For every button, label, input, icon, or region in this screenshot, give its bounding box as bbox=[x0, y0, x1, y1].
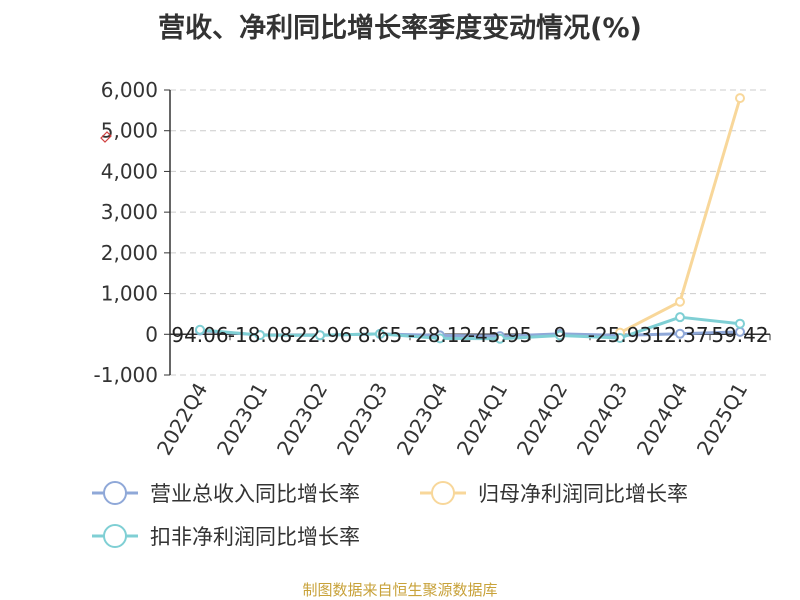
y-tick-label: 3,000 bbox=[101, 200, 158, 224]
chart-title: 营收、净利同比增长率季度变动情况(%) bbox=[158, 13, 642, 44]
x-tick-label: 2023Q1 bbox=[212, 379, 272, 460]
data-point bbox=[735, 93, 745, 104]
legend-label: 归母净利润同比增长率 bbox=[478, 482, 688, 506]
legend-marker-icon bbox=[103, 481, 127, 505]
data-point bbox=[375, 328, 385, 339]
x-tick-label: 2023Q3 bbox=[332, 379, 392, 460]
data-point bbox=[435, 333, 445, 344]
x-tick-label: 2022Q4 bbox=[152, 379, 212, 460]
data-labels: 94.06 -18.08-22.96 8.65 -28.12-45.95 9 -25.93… bbox=[171, 323, 768, 347]
data-label: -22.96 bbox=[288, 323, 352, 347]
legend-marker-icon bbox=[431, 481, 455, 505]
data-label: -18.08 bbox=[228, 323, 292, 347]
data-label: 9 bbox=[554, 323, 567, 347]
data-point bbox=[675, 312, 685, 323]
data-point bbox=[195, 324, 205, 335]
data-label: 94.06 bbox=[171, 323, 228, 347]
data-label: 59.42 bbox=[711, 323, 768, 347]
data-point bbox=[675, 296, 685, 307]
y-tick-label: 4,000 bbox=[101, 159, 158, 183]
legend-label: 营业总收入同比增长率 bbox=[150, 482, 360, 506]
data-label: -45.95 bbox=[468, 323, 532, 347]
data-point bbox=[675, 328, 685, 339]
y-tick-label: -1,000 bbox=[94, 363, 158, 387]
y-axis-ticks: 6,000 5,000 4,000 3,000 2,000 1,000 0 -1,000 bbox=[94, 78, 158, 387]
legend-item: 营业总收入同比增长率 bbox=[92, 481, 360, 506]
x-tick-label: 2024Q1 bbox=[452, 379, 512, 460]
data-label: -25.93 bbox=[588, 323, 652, 347]
data-point bbox=[615, 332, 625, 343]
x-tick-label: 2024Q3 bbox=[572, 379, 632, 460]
series-line bbox=[199, 315, 741, 341]
x-axis-ticks: 2022Q4 2023Q1 2023Q2 2023Q3 2023Q4 2024Q1 2024… bbox=[152, 379, 752, 460]
y-tick-label: 1,000 bbox=[101, 282, 158, 306]
legend-item: 归母净利润同比增长率 bbox=[420, 481, 688, 506]
data-point bbox=[555, 330, 565, 341]
legend-item: 扣非净利润同比增长率 bbox=[92, 524, 360, 549]
x-tick-label: 2024Q4 bbox=[632, 379, 692, 460]
watermark-glyph bbox=[100, 131, 112, 143]
x-tick-label: 2024Q2 bbox=[512, 379, 572, 460]
data-label: 8.65 bbox=[358, 323, 403, 347]
y-tick-label: 5,000 bbox=[101, 119, 158, 143]
x-tick-label: 2025Q1 bbox=[692, 379, 752, 460]
data-point bbox=[495, 333, 505, 344]
source-note: 制图数据来自恒生聚源数据库 bbox=[302, 581, 498, 599]
data-label: 12.37 bbox=[651, 323, 708, 347]
data-point bbox=[735, 318, 745, 329]
x-tick-label: 2023Q2 bbox=[272, 379, 332, 460]
x-tick-label: 2023Q4 bbox=[392, 379, 452, 460]
grid-lines bbox=[170, 89, 770, 376]
y-tick-label: 0 bbox=[145, 322, 158, 346]
watermark-icon bbox=[100, 131, 112, 143]
legend-marker-icon bbox=[103, 524, 127, 548]
data-point bbox=[255, 330, 265, 341]
series-lines bbox=[195, 93, 745, 344]
y-tick-label: 2,000 bbox=[101, 241, 158, 265]
legend-label: 扣非净利润同比增长率 bbox=[150, 525, 360, 549]
y-tick-label: 6,000 bbox=[101, 78, 158, 102]
data-point bbox=[315, 330, 325, 341]
data-label: -28.12 bbox=[408, 323, 472, 347]
